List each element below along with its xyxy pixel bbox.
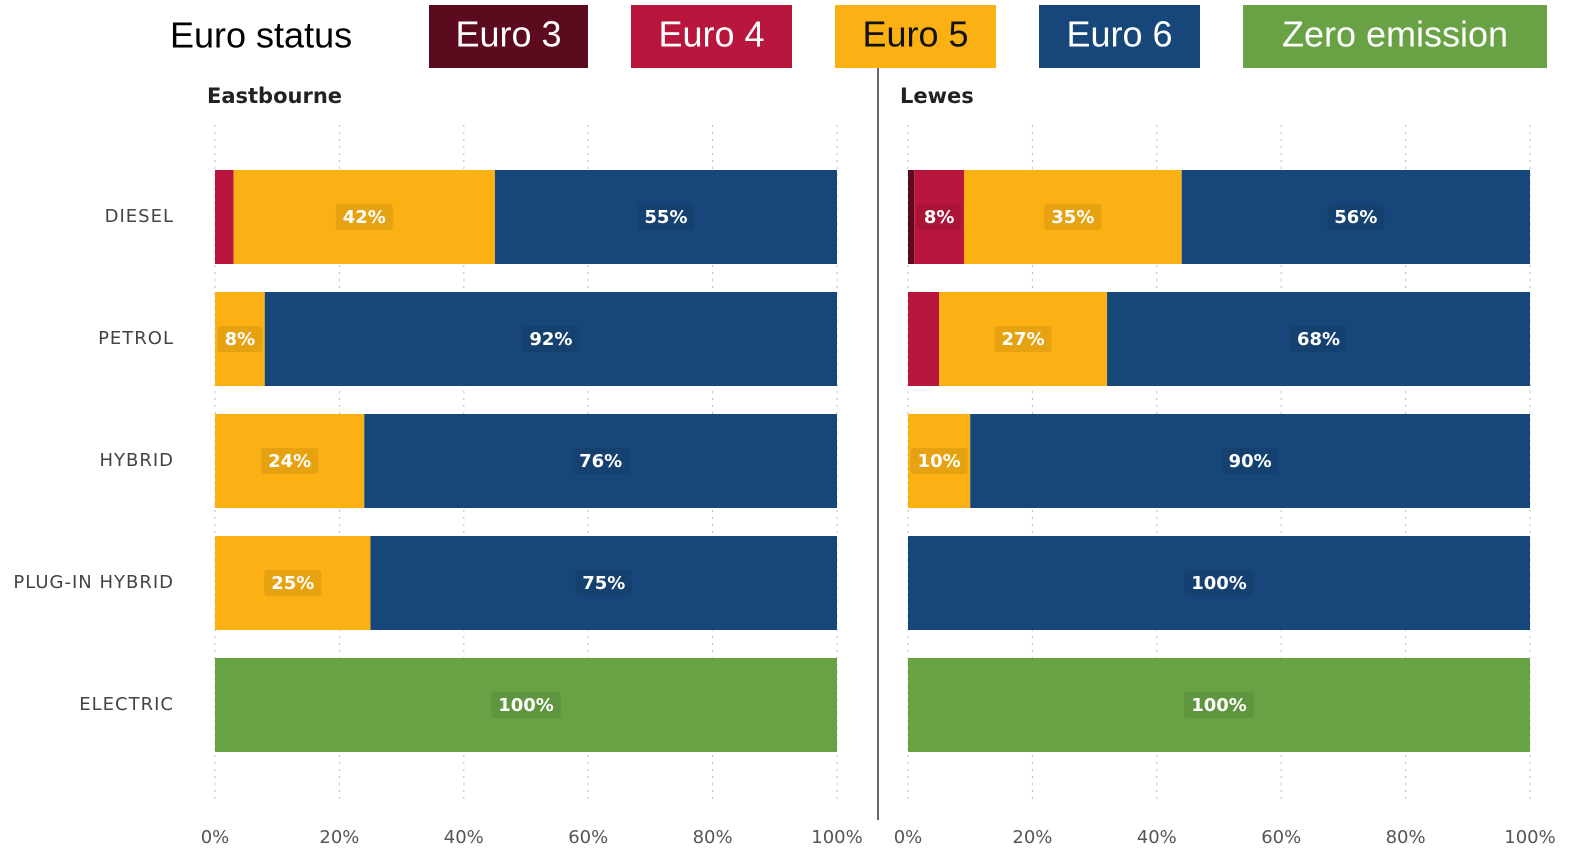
x-tick-label: 0% (201, 827, 230, 848)
bar-segment (908, 536, 1530, 630)
bar-segment (908, 414, 971, 508)
legend-swatch (1039, 5, 1200, 68)
legend-label: Euro 4 (658, 14, 764, 55)
bar-segment (908, 170, 915, 264)
legend-label: Euro 5 (862, 14, 968, 55)
data-label: 100% (1191, 573, 1247, 594)
bar-segment (215, 658, 837, 752)
data-label: 27% (1002, 329, 1045, 350)
y-tick-label: DIESEL (105, 206, 174, 227)
data-label: 42% (343, 207, 386, 228)
data-label-bg (916, 204, 962, 230)
data-label: 100% (1191, 695, 1247, 716)
data-label-bg (1044, 204, 1102, 230)
data-label-bg (637, 204, 695, 230)
bar-segment (215, 170, 234, 264)
bar-segment (963, 170, 1182, 264)
bar-segment (914, 170, 964, 264)
data-label: 76% (579, 451, 622, 472)
legend-label: Zero emission (1282, 14, 1508, 55)
legend-swatch (835, 5, 996, 68)
y-tick-label: HYBRID (99, 450, 174, 471)
x-tick-label: 60% (568, 827, 608, 848)
bar-segment (494, 170, 837, 264)
y-tick-label: PLUG-IN HYBRID (13, 572, 174, 593)
chart-title: Lewes (900, 84, 974, 108)
data-label: 24% (268, 451, 311, 472)
bar-segment (364, 414, 837, 508)
data-label: 75% (582, 573, 625, 594)
bar-segment (908, 292, 940, 386)
bar-segment (215, 292, 265, 386)
x-tick-label: 40% (1137, 827, 1177, 848)
bar-segment (1107, 292, 1530, 386)
legend-swatch (631, 5, 792, 68)
y-tick-label: PETROL (98, 328, 174, 349)
data-label-bg (522, 326, 580, 352)
data-label: 68% (1297, 329, 1340, 350)
x-tick-label: 100% (1504, 827, 1555, 848)
data-label-bg (264, 570, 322, 596)
data-label-bg (1184, 570, 1254, 596)
bar-segment (370, 536, 837, 630)
data-label: 90% (1229, 451, 1272, 472)
x-tick-label: 100% (811, 827, 862, 848)
data-label-bg (575, 570, 633, 596)
bar-segment (264, 292, 837, 386)
data-label-bg (335, 204, 393, 230)
x-tick-label: 60% (1261, 827, 1301, 848)
chart-title: Eastbourne (207, 84, 342, 108)
legend-swatch (429, 5, 588, 68)
data-label-bg (1184, 692, 1254, 718)
legend-label: Euro 6 (1066, 14, 1172, 55)
data-label-bg (491, 692, 561, 718)
data-label-bg (1221, 448, 1279, 474)
data-label: 55% (644, 207, 687, 228)
y-tick-label: ELECTRIC (79, 694, 174, 715)
data-label-bg (994, 326, 1052, 352)
x-tick-label: 80% (693, 827, 733, 848)
bar-segment (1181, 170, 1530, 264)
data-label-bg (910, 448, 968, 474)
x-tick-label: 0% (894, 827, 923, 848)
bar-segment (970, 414, 1530, 508)
data-label-bg (572, 448, 630, 474)
data-label-bg (1289, 326, 1348, 352)
bar-segment (233, 170, 495, 264)
x-tick-label: 20% (1012, 827, 1052, 848)
bar-segment (215, 536, 371, 630)
data-label-bg (261, 448, 319, 474)
bar-segment (939, 292, 1108, 386)
data-label: 10% (918, 451, 961, 472)
bar-segment (215, 414, 365, 508)
legend-title: Euro status (170, 15, 352, 56)
data-label: 25% (271, 573, 314, 594)
x-tick-label: 20% (319, 827, 359, 848)
data-label: 56% (1334, 207, 1377, 228)
data-label: 8% (225, 329, 256, 350)
data-label-bg (1327, 204, 1385, 230)
data-label: 100% (498, 695, 554, 716)
legend-swatch (1243, 5, 1547, 68)
x-tick-label: 80% (1386, 827, 1426, 848)
x-tick-label: 40% (444, 827, 484, 848)
data-label-bg (217, 326, 263, 352)
data-label: 92% (529, 329, 572, 350)
bar-segment (908, 658, 1530, 752)
legend-label: Euro 3 (455, 14, 561, 55)
data-label: 35% (1051, 207, 1094, 228)
data-label: 8% (924, 207, 955, 228)
